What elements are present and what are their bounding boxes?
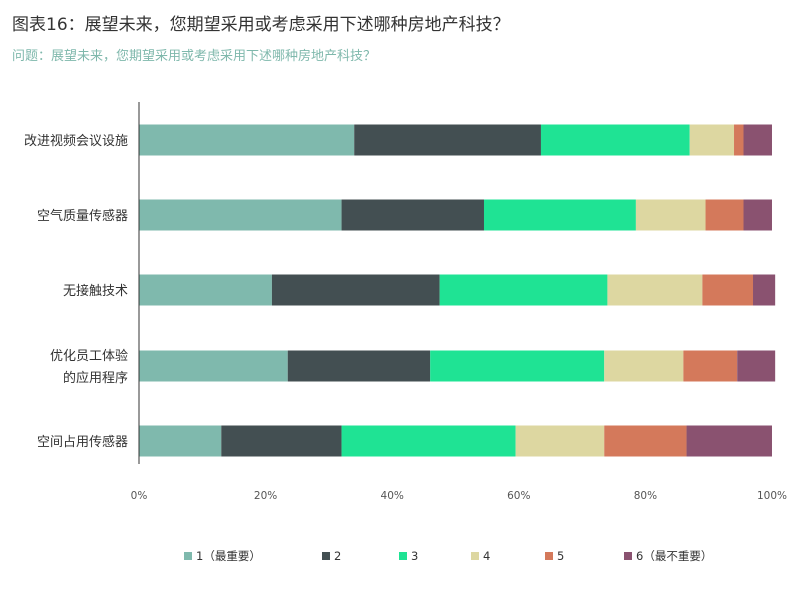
legend-label: 3 <box>411 549 418 563</box>
legend-swatch <box>471 552 479 560</box>
bar-segment <box>139 350 288 382</box>
bar-segment <box>540 124 690 156</box>
legend-swatch <box>184 552 192 560</box>
bar-segment <box>139 274 272 306</box>
legend-label: 1（最重要） <box>196 549 261 563</box>
bar-segment <box>139 199 342 231</box>
bar-segment <box>604 425 687 457</box>
bar-segment <box>607 274 703 306</box>
bar-segment <box>139 425 222 457</box>
bar-segment <box>515 425 605 457</box>
x-tick-label: 20% <box>254 490 277 502</box>
bar-segment <box>702 274 754 306</box>
bar-segment <box>139 124 355 156</box>
bar-segment <box>287 350 431 382</box>
bar-segment <box>686 425 772 457</box>
bar-segment <box>737 350 776 382</box>
bar-segment <box>689 124 735 156</box>
bar-segment <box>743 199 772 231</box>
category-label: 空间占用传感器 <box>37 434 128 450</box>
legend-label: 2 <box>334 549 341 563</box>
bar-segment <box>743 124 772 156</box>
bar-segment <box>341 425 516 457</box>
category-label: 空气质量传感器 <box>37 208 128 224</box>
legend-label: 6（最不重要） <box>636 549 712 563</box>
legend-label: 5 <box>557 549 564 563</box>
bar-segment <box>705 199 744 231</box>
x-tick-label: 60% <box>507 490 530 502</box>
bar-segment <box>354 124 541 156</box>
x-tick-label: 0% <box>131 490 148 502</box>
bar-segment <box>635 199 706 231</box>
bar-segment <box>439 274 608 306</box>
legend-swatch <box>322 552 330 560</box>
bar-segment <box>604 350 684 382</box>
x-tick-label: 40% <box>381 490 404 502</box>
legend-swatch <box>624 552 632 560</box>
bar-segment <box>683 350 738 382</box>
legend-swatch <box>399 552 407 560</box>
bar-segment <box>753 274 776 306</box>
chart-subtitle: 问题：展望未来，您期望采用或考虑采用下述哪种房地产科技？ <box>12 49 377 64</box>
bar-segment <box>341 199 484 231</box>
bar-segment <box>271 274 440 306</box>
x-tick-label: 100% <box>757 490 787 502</box>
category-label: 优化员工体验 <box>50 348 128 364</box>
category-label: 无接触技术 <box>63 283 128 299</box>
x-tick-label: 80% <box>634 490 657 502</box>
category-label: 改进视频会议设施 <box>24 134 128 149</box>
bar-segment <box>221 425 342 457</box>
bar-segment <box>430 350 605 382</box>
legend-swatch <box>545 552 553 560</box>
legend-label: 4 <box>483 549 490 563</box>
bar-segment <box>483 199 636 231</box>
bar-segment <box>734 124 744 156</box>
chart-title: 图表16：展望未来，您期望采用或考虑采用下述哪种房地产科技？ <box>12 15 510 35</box>
category-label: 的应用程序 <box>63 370 128 386</box>
